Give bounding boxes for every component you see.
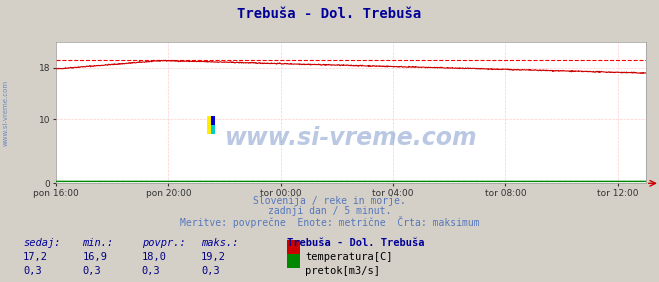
Text: 0,3: 0,3 — [23, 266, 42, 276]
Text: pretok[m3/s]: pretok[m3/s] — [305, 266, 380, 276]
Text: 0,3: 0,3 — [82, 266, 101, 276]
Text: povpr.:: povpr.: — [142, 238, 185, 248]
Text: zadnji dan / 5 minut.: zadnji dan / 5 minut. — [268, 206, 391, 216]
Text: Slovenija / reke in morje.: Slovenija / reke in morje. — [253, 196, 406, 206]
Text: temperatura[C]: temperatura[C] — [305, 252, 393, 262]
Text: 0,3: 0,3 — [142, 266, 160, 276]
Text: 0,3: 0,3 — [201, 266, 219, 276]
Text: www.si-vreme.com: www.si-vreme.com — [225, 126, 477, 150]
Bar — [211, 125, 215, 134]
Text: min.:: min.: — [82, 238, 113, 248]
Text: 19,2: 19,2 — [201, 252, 226, 262]
Text: www.si-vreme.com: www.si-vreme.com — [2, 80, 9, 146]
Bar — [211, 116, 215, 125]
Text: 18,0: 18,0 — [142, 252, 167, 262]
Text: 17,2: 17,2 — [23, 252, 48, 262]
Text: Meritve: povprečne  Enote: metrične  Črta: maksimum: Meritve: povprečne Enote: metrične Črta:… — [180, 216, 479, 228]
Text: Trebuša - Dol. Trebuša: Trebuša - Dol. Trebuša — [237, 7, 422, 21]
Bar — [208, 116, 211, 134]
Text: Trebuša - Dol. Trebuša: Trebuša - Dol. Trebuša — [287, 238, 424, 248]
Text: 16,9: 16,9 — [82, 252, 107, 262]
Text: sedaj:: sedaj: — [23, 238, 61, 248]
Text: maks.:: maks.: — [201, 238, 239, 248]
